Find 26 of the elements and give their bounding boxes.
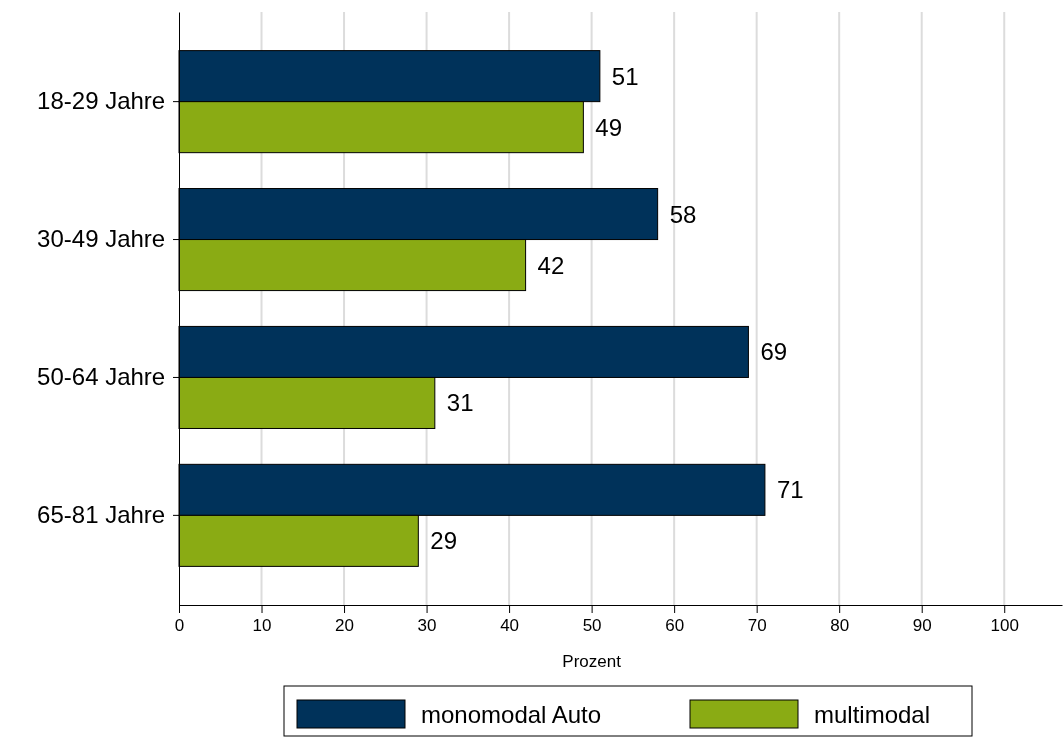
data-label: 49 [595,113,623,141]
data-label: 42 [537,251,565,279]
data-label: 58 [669,200,697,228]
data-label: 51 [611,62,639,90]
data-label: 31 [446,389,474,417]
x-tick-label: 0 [174,616,185,636]
y-tick-label: 30-49 Jahre [37,225,166,253]
x-tick-label: 100 [990,616,1019,636]
legend-label: monomodal Auto [421,700,602,728]
x-tick-label: 60 [665,616,685,636]
x-tick-label: 50 [582,616,602,636]
y-tick-label: 18-29 Jahre [37,87,166,115]
x-tick-label: 20 [335,616,355,636]
x-tick-label: 80 [830,616,850,636]
x-tick-label: 70 [747,616,767,636]
data-label: 69 [760,338,788,366]
x-tick-label: 90 [912,616,932,636]
x-tick-label: 40 [500,616,520,636]
legend-label: multimodal [814,700,931,728]
y-tick-label: 65-81 Jahre [37,501,166,529]
x-axis-title: Prozent [562,652,622,671]
data-label: 29 [430,527,458,555]
x-tick-label: 30 [417,616,437,636]
data-label: 71 [776,476,804,504]
x-tick-label: 10 [252,616,272,636]
y-tick-label: 50-64 Jahre [37,363,166,391]
